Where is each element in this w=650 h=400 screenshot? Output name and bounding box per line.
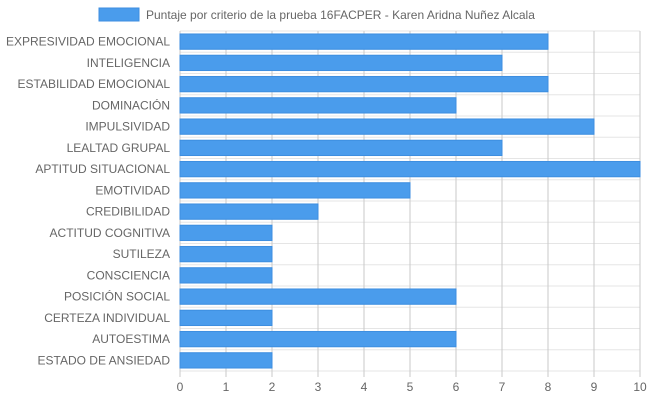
category-label: AUTOESTIMA (92, 332, 170, 346)
category-label: ESTADO DE ANSIEDAD (38, 353, 171, 367)
x-tick-label: 9 (591, 380, 598, 394)
bar[interactable] (179, 203, 319, 220)
bar[interactable] (179, 309, 273, 327)
x-axis-ticks: 0 1 2 3 4 5 6 7 8 9 10 (177, 380, 647, 394)
category-labels: EXPRESIVIDAD EMOCIONAL INTELIGENCIA ESTABI… (6, 35, 170, 368)
category-label: DOMINACIÓN (92, 97, 170, 112)
bar[interactable] (179, 160, 641, 178)
category-label: POSICIÓN SOCIAL (64, 289, 170, 304)
category-label: CREDIBILIDAD (86, 205, 170, 219)
x-tick-label: 1 (223, 380, 230, 394)
x-tick-label: 10 (633, 380, 647, 394)
bar[interactable] (179, 182, 411, 199)
bar[interactable] (179, 330, 457, 348)
bar[interactable] (179, 97, 457, 114)
bar[interactable] (179, 267, 273, 284)
x-tick-label: 4 (361, 380, 368, 394)
bar[interactable] (179, 224, 273, 242)
bar[interactable] (179, 54, 503, 72)
x-tick-label: 6 (453, 380, 460, 394)
category-label: CERTEZA INDIVIDUAL (44, 311, 170, 325)
bar[interactable] (179, 352, 273, 369)
category-label: EMOTIVIDAD (95, 183, 170, 197)
bar[interactable] (179, 33, 549, 50)
x-tick-label: 7 (499, 380, 506, 394)
legend-swatch (98, 7, 140, 22)
category-label: INTELIGENCIA (87, 56, 170, 70)
category-label: IMPULSIVIDAD (85, 120, 170, 134)
bar[interactable] (179, 139, 503, 157)
category-label: APTITUD SITUACIONAL (35, 162, 170, 176)
bar[interactable] (179, 288, 457, 305)
category-label: ESTABILIDAD EMOCIONAL (18, 77, 171, 91)
bar[interactable] (179, 245, 273, 263)
x-tick-label: 8 (545, 380, 552, 394)
bar[interactable] (179, 118, 595, 135)
bars-group (179, 33, 641, 369)
category-label: SUTILEZA (113, 247, 170, 261)
category-label: CONSCIENCIA (87, 268, 170, 282)
category-label: EXPRESIVIDAD EMOCIONAL (6, 35, 170, 49)
legend-label: Puntaje por criterio de la prueba 16FACP… (146, 8, 535, 22)
x-tick-label: 0 (177, 380, 184, 394)
x-tick-label: 2 (269, 380, 276, 394)
category-label: LEALTAD GRUPAL (67, 141, 171, 155)
category-label: ACTITUD COGNITIVA (50, 226, 170, 240)
bar[interactable] (179, 75, 549, 93)
chart-legend[interactable]: Puntaje por criterio de la prueba 16FACP… (98, 7, 535, 22)
x-tick-label: 3 (315, 380, 322, 394)
x-tick-label: 5 (407, 380, 414, 394)
